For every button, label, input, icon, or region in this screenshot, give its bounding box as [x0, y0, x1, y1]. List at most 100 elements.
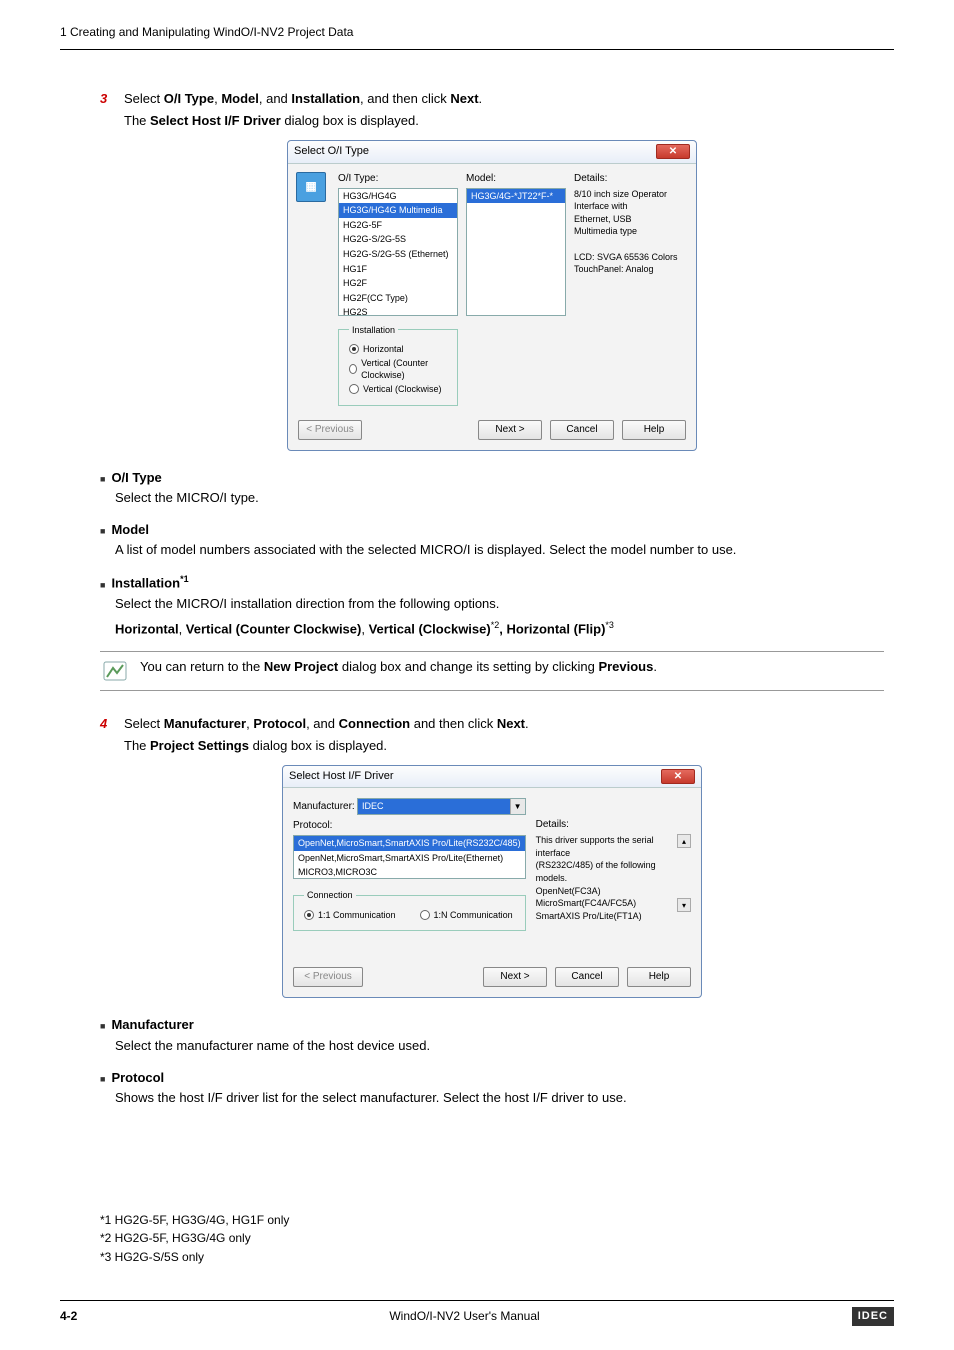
details-line: Multimedia type [574, 225, 688, 238]
footnote-ref: *3 [605, 620, 614, 630]
previous-button[interactable]: < Previous [298, 420, 362, 440]
protocol-item[interactable]: OpenNet,MicroSmart,SmartAXIS Pro/Lite(RS… [294, 836, 525, 851]
t: Select [124, 91, 164, 106]
scroll-up-icon[interactable]: ▴ [677, 834, 691, 848]
radio-vertical-ccw[interactable]: Vertical (Counter Clockwise) [349, 357, 447, 382]
radio-icon [349, 384, 359, 394]
model-item[interactable]: HG3G/4G-*JT22*F-* [467, 189, 565, 204]
connection-legend: Connection [304, 889, 356, 902]
t: You can return to the [140, 659, 264, 674]
step-4-text: Select Manufacturer, Protocol, and Conne… [124, 715, 884, 733]
dialog-titlebar: Select Host I/F Driver ✕ [283, 766, 701, 788]
next-button[interactable]: Next > [483, 967, 547, 987]
footnote-ref: *1 [180, 574, 189, 584]
t: O/I Type [111, 470, 161, 485]
footnote-3: *3 HG2G-S/5S only [100, 1249, 289, 1266]
radio-icon [349, 364, 357, 374]
model-head: ■Model [100, 521, 884, 539]
select-oi-type-dialog: Select O/I Type ✕ ▦ O/I Type: HG3G/HG4GH… [287, 140, 697, 450]
oi-type-item[interactable]: HG2S [339, 305, 457, 315]
oi-type-item[interactable]: HG2G-S/2G-5S (Ethernet) [339, 247, 457, 262]
installation-head: ■Installation*1 [100, 573, 884, 593]
manufacturer-head: ■Manufacturer [100, 1016, 884, 1034]
t: Horizontal [115, 621, 179, 636]
details-line: This driver supports the serial interfac… [536, 834, 677, 859]
oi-type-item[interactable]: HG2G-S/2G-5S [339, 232, 457, 247]
footnote-2: *2 HG2G-5F, HG3G/4G only [100, 1230, 289, 1247]
radio-label: Horizontal [363, 343, 404, 356]
page-number: 4-2 [60, 1308, 77, 1325]
page-footer: 4-2 WindO/I-NV2 User's Manual IDEC [60, 1300, 894, 1326]
t: Vertical (Clockwise) [369, 621, 491, 636]
next-button[interactable]: Next > [478, 420, 542, 440]
t: Next [450, 91, 478, 106]
details-line [574, 238, 688, 251]
t: Model [221, 91, 259, 106]
oi-type-item[interactable]: HG1F [339, 262, 457, 277]
model-listbox[interactable]: HG3G/4G-*JT22*F-* [466, 188, 566, 316]
radio-vertical-cw[interactable]: Vertical (Clockwise) [349, 383, 447, 396]
dialog-icon: ▦ [296, 172, 326, 202]
t: Horizontal (Flip) [506, 621, 605, 636]
help-button[interactable]: Help [627, 967, 691, 987]
cancel-button[interactable]: Cancel [550, 420, 614, 440]
protocol-head: ■Protocol [100, 1069, 884, 1087]
installation-fieldset: Installation Horizontal Vertical (Counte… [338, 324, 458, 406]
oi-type-item[interactable]: HG3G/HG4G [339, 189, 457, 204]
oi-type-listbox[interactable]: HG3G/HG4GHG3G/HG4G MultimediaHG2G-5FHG2G… [338, 188, 458, 316]
t: The [124, 738, 150, 753]
t: dialog box is displayed. [281, 113, 419, 128]
protocol-item[interactable]: OpenNet,MicroSmart,SmartAXIS Pro/Lite(Et… [294, 851, 525, 866]
t: . [653, 659, 657, 674]
footnotes: *1 HG2G-5F, HG3G/4G, HG1F only *2 HG2G-5… [100, 1212, 289, 1268]
protocol-label: Protocol: [293, 819, 526, 833]
footnote-ref: *2 [491, 620, 500, 630]
details-box: 8/10 inch size Operator Interface withEt… [574, 188, 688, 276]
t: Vertical (Counter Clockwise) [186, 621, 362, 636]
step-4: 4 Select Manufacturer, Protocol, and Con… [100, 715, 884, 733]
model-body: A list of model numbers associated with … [115, 541, 884, 559]
manufacturer-combo[interactable]: IDEC ▼ [357, 798, 526, 815]
radio-horizontal[interactable]: Horizontal [349, 343, 447, 356]
t: Manufacturer [164, 716, 246, 731]
dialog-titlebar: Select O/I Type ✕ [288, 141, 696, 163]
radio-1-n-comm[interactable]: 1:N Communication [420, 909, 513, 922]
oi-type-label: O/I Type: [338, 172, 458, 186]
step-3: 3 Select O/I Type, Model, and Installati… [100, 90, 884, 108]
t: Select [124, 716, 164, 731]
oi-type-body: Select the MICRO/I type. [115, 489, 884, 507]
oi-type-item[interactable]: HG3G/HG4G Multimedia [339, 203, 457, 218]
cancel-button[interactable]: Cancel [555, 967, 619, 987]
help-button[interactable]: Help [622, 420, 686, 440]
details-line: 8/10 inch size Operator Interface with [574, 188, 688, 213]
manufacturer-label: Manufacturer: [293, 800, 351, 814]
tip-box: You can return to the New Project dialog… [100, 651, 884, 691]
idec-logo: IDEC [852, 1307, 894, 1326]
details-line: (RS232C/485) of the following models. [536, 859, 677, 884]
radio-1-1-comm[interactable]: 1:1 Communication [304, 909, 396, 922]
step-4-subtext: The Project Settings dialog box is displ… [124, 737, 884, 755]
previous-button[interactable]: < Previous [293, 967, 363, 987]
installation-body: Select the MICRO/I installation directio… [115, 595, 884, 613]
oi-type-item[interactable]: HG2G-5F [339, 218, 457, 233]
t: dialog box is displayed. [249, 738, 387, 753]
t: Manufacturer [111, 1017, 193, 1032]
close-button[interactable]: ✕ [661, 769, 695, 784]
radio-label: 1:N Communication [434, 909, 513, 922]
oi-type-head: ■O/I Type [100, 469, 884, 487]
close-button[interactable]: ✕ [656, 144, 690, 159]
details-line: LCD: SVGA 65536 Colors [574, 251, 688, 264]
oi-type-item[interactable]: HG2F [339, 276, 457, 291]
t: Installation [291, 91, 360, 106]
protocol-listbox[interactable]: OpenNet,MicroSmart,SmartAXIS Pro/Lite(RS… [293, 835, 526, 879]
t: . [525, 716, 529, 731]
oi-type-item[interactable]: HG2F(CC Type) [339, 291, 457, 306]
footer-center: WindO/I-NV2 User's Manual [389, 1308, 539, 1325]
protocol-item[interactable]: MICRO3,MICRO3C [294, 865, 525, 879]
chapter-header: 1 Creating and Manipulating WindO/I-NV2 … [0, 0, 954, 47]
dialog-title: Select Host I/F Driver [289, 769, 394, 784]
radio-label: Vertical (Counter Clockwise) [361, 357, 447, 382]
t: Connection [339, 716, 411, 731]
scroll-down-icon[interactable]: ▾ [677, 898, 691, 912]
details-line: OpenNet(FC3A) [536, 885, 677, 898]
